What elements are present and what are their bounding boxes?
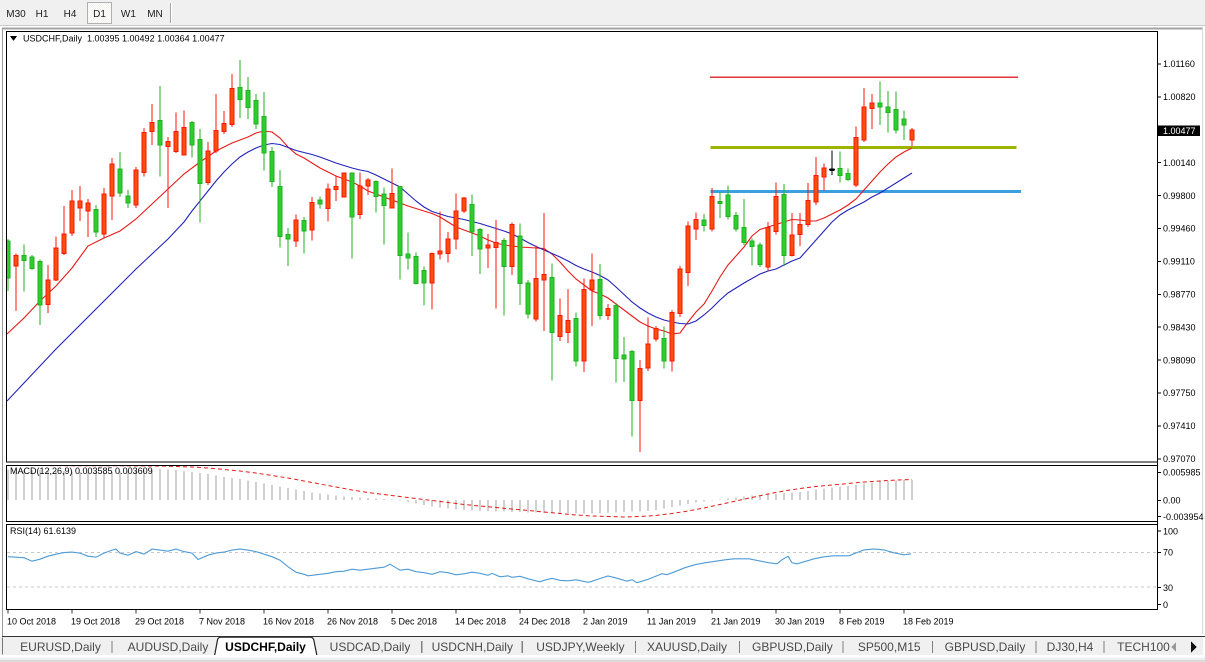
svg-text:AUDUSD,Daily: AUDUSD,Daily: [128, 640, 209, 654]
svg-text:TECH100: TECH100: [1117, 640, 1170, 654]
svg-text:0.97070: 0.97070: [1163, 454, 1196, 464]
svg-text:0.97750: 0.97750: [1163, 388, 1196, 398]
svg-text:XAUUSD,Daily: XAUUSD,Daily: [647, 640, 727, 654]
svg-text:26 Nov 2018: 26 Nov 2018: [327, 617, 378, 627]
svg-text:USDCNH,Daily: USDCNH,Daily: [432, 640, 513, 654]
svg-text:70: 70: [1163, 548, 1173, 558]
svg-text:0.98770: 0.98770: [1163, 290, 1196, 300]
svg-text:0.97410: 0.97410: [1163, 421, 1196, 431]
svg-text:1.00820: 1.00820: [1163, 92, 1196, 102]
svg-text:-0.003954: -0.003954: [1163, 512, 1204, 522]
svg-text:EURUSD,Daily: EURUSD,Daily: [20, 640, 101, 654]
svg-text:0: 0: [1163, 600, 1168, 610]
svg-text:0.98430: 0.98430: [1163, 322, 1196, 332]
svg-text:DJ30,H4: DJ30,H4: [1047, 640, 1094, 654]
svg-text:GBPUSD,Daily: GBPUSD,Daily: [752, 640, 833, 654]
svg-text:19 Oct 2018: 19 Oct 2018: [71, 617, 120, 627]
svg-text:29 Oct 2018: 29 Oct 2018: [135, 617, 184, 627]
svg-text:24 Dec 2018: 24 Dec 2018: [519, 617, 570, 627]
svg-text:10 Oct 2018: 10 Oct 2018: [7, 617, 56, 627]
svg-text:0.005985: 0.005985: [1163, 468, 1201, 478]
svg-text:USDCHF,Daily 1.00395 1.00492: USDCHF,Daily 1.00395 1.00492 1.00364 1.0…: [23, 34, 225, 44]
svg-text:SP500,M15: SP500,M15: [858, 640, 921, 654]
svg-text:21 Jan 2019: 21 Jan 2019: [711, 617, 761, 627]
svg-text:0.98090: 0.98090: [1163, 355, 1196, 365]
svg-text:1.00477: 1.00477: [1163, 126, 1196, 136]
svg-text:D1: D1: [93, 9, 106, 20]
svg-text:MACD(12,26,9) 0.003585 0.00360: MACD(12,26,9) 0.003585 0.003609: [10, 466, 153, 476]
svg-text:MN: MN: [147, 9, 163, 20]
svg-text:0.99800: 0.99800: [1163, 191, 1196, 201]
svg-text:5 Dec 2018: 5 Dec 2018: [391, 617, 437, 627]
svg-text:USDCAD,Daily: USDCAD,Daily: [330, 640, 411, 654]
svg-text:0.00: 0.00: [1163, 496, 1181, 506]
svg-text:H1: H1: [36, 9, 49, 20]
svg-text:7 Nov 2018: 7 Nov 2018: [199, 617, 245, 627]
svg-text:USDCHF,Daily: USDCHF,Daily: [225, 640, 306, 654]
svg-text:H4: H4: [64, 9, 77, 20]
svg-text:USDJPY,Weekly: USDJPY,Weekly: [536, 640, 624, 654]
svg-text:0.99460: 0.99460: [1163, 224, 1196, 234]
svg-text:18 Feb 2019: 18 Feb 2019: [903, 617, 954, 627]
svg-text:W1: W1: [121, 9, 136, 20]
svg-text:100: 100: [1163, 526, 1178, 536]
svg-text:0.99110: 0.99110: [1163, 257, 1195, 267]
svg-text:1.01160: 1.01160: [1163, 59, 1195, 69]
svg-text:11 Jan 2019: 11 Jan 2019: [647, 617, 696, 627]
svg-text:M30: M30: [6, 9, 26, 20]
svg-text:14 Dec 2018: 14 Dec 2018: [455, 617, 506, 627]
svg-text:1.00140: 1.00140: [1163, 158, 1196, 168]
svg-text:30: 30: [1163, 583, 1173, 593]
svg-text:2 Jan 2019: 2 Jan 2019: [583, 617, 628, 627]
svg-text:GBPUSD,Daily: GBPUSD,Daily: [945, 640, 1026, 654]
svg-text:16 Nov 2018: 16 Nov 2018: [263, 617, 314, 627]
svg-text:RSI(14) 61.6139: RSI(14) 61.6139: [10, 526, 76, 536]
svg-text:30 Jan 2019: 30 Jan 2019: [775, 617, 825, 627]
svg-text:8 Feb 2019: 8 Feb 2019: [839, 617, 885, 627]
